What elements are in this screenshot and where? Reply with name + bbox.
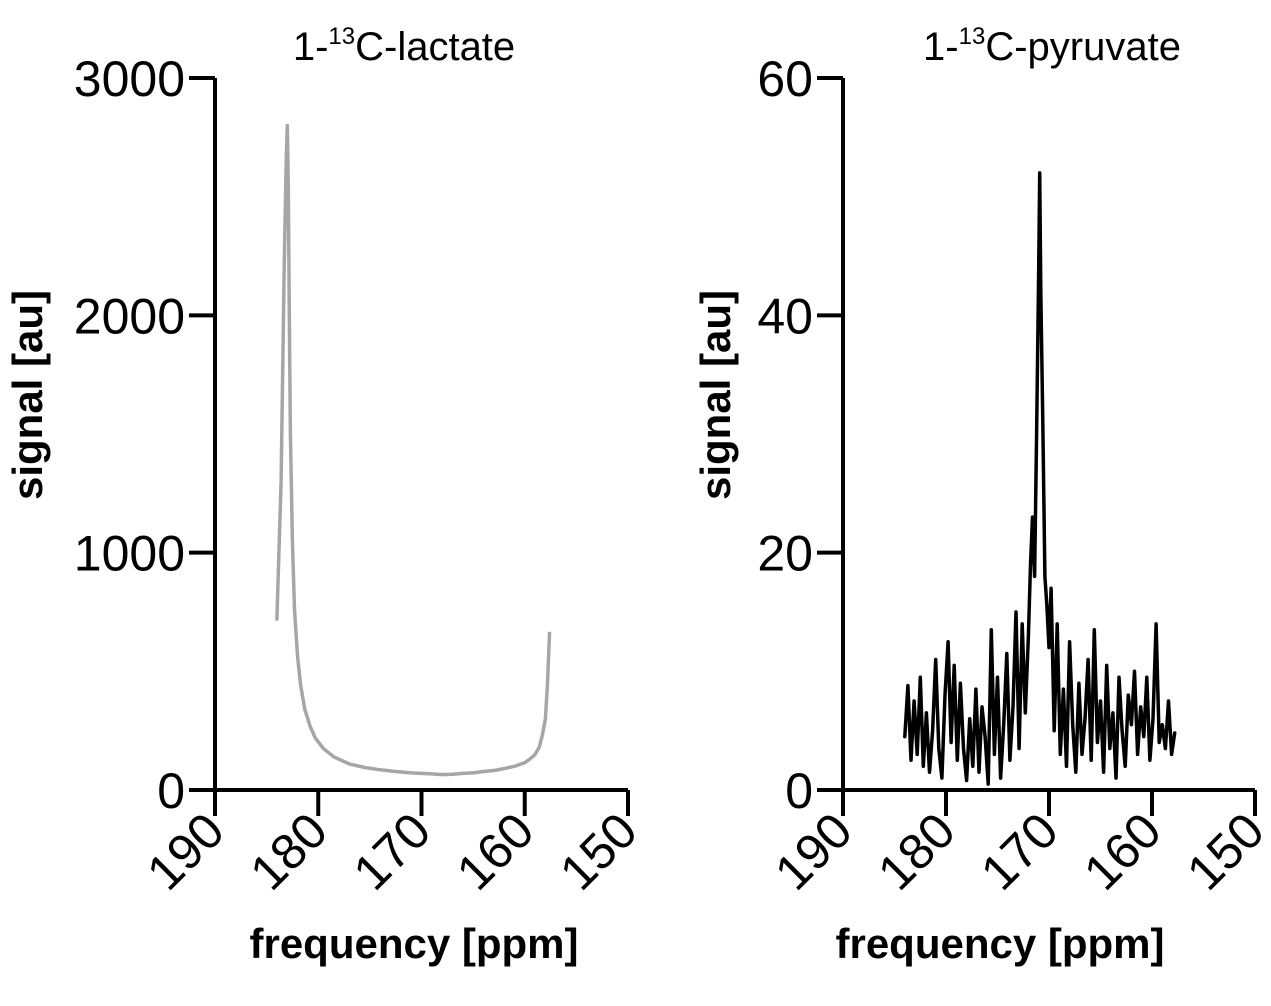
pyruvate-x-tick-label: 160 [1073, 802, 1172, 901]
pyruvate-series-line [903, 171, 1177, 786]
lactate-y-tick-label: 3000 [74, 51, 185, 107]
pyruvate-title: 1-13C-pyruvate [923, 23, 1181, 69]
lactate-title: 1-13C-lactate [293, 23, 515, 69]
pyruvate-x-tick-label: 180 [867, 802, 966, 901]
pyruvate-y-tick-label: 60 [757, 51, 813, 107]
lactate-y-tick-label: 0 [157, 763, 185, 819]
lactate-panel: 1-13C-lactate frequency [ppm] signal [au… [4, 23, 648, 967]
lactate-x-tick-label: 160 [446, 802, 545, 901]
lactate-x-tick-label: 150 [549, 802, 648, 901]
lactate-x-axis-label: frequency [ppm] [249, 920, 578, 967]
lactate-x-tick-label: 180 [239, 802, 338, 901]
lactate-y-tick-label: 2000 [74, 288, 185, 344]
lactate-y-axis-label: signal [au] [4, 290, 51, 500]
pyruvate-x-axis-label: frequency [ppm] [835, 920, 1164, 967]
pyruvate-y-tick-label: 40 [757, 288, 813, 344]
pyruvate-y-tick-label: 20 [757, 526, 813, 582]
lactate-x-tick-label: 170 [343, 802, 442, 901]
lactate-series-line [275, 123, 552, 777]
pyruvate-x-tick-label: 190 [764, 802, 863, 901]
pyruvate-y-tick-label: 0 [785, 763, 813, 819]
lactate-y-tick-label: 1000 [74, 526, 185, 582]
pyruvate-x-tick-label: 150 [1176, 802, 1271, 901]
lactate-x-tick-label: 190 [136, 802, 235, 901]
pyruvate-panel: 1-13C-pyruvate frequency [ppm] signal [a… [692, 23, 1271, 967]
pyruvate-x-tick-label: 170 [970, 802, 1069, 901]
pyruvate-y-axis-label: signal [au] [692, 290, 739, 500]
